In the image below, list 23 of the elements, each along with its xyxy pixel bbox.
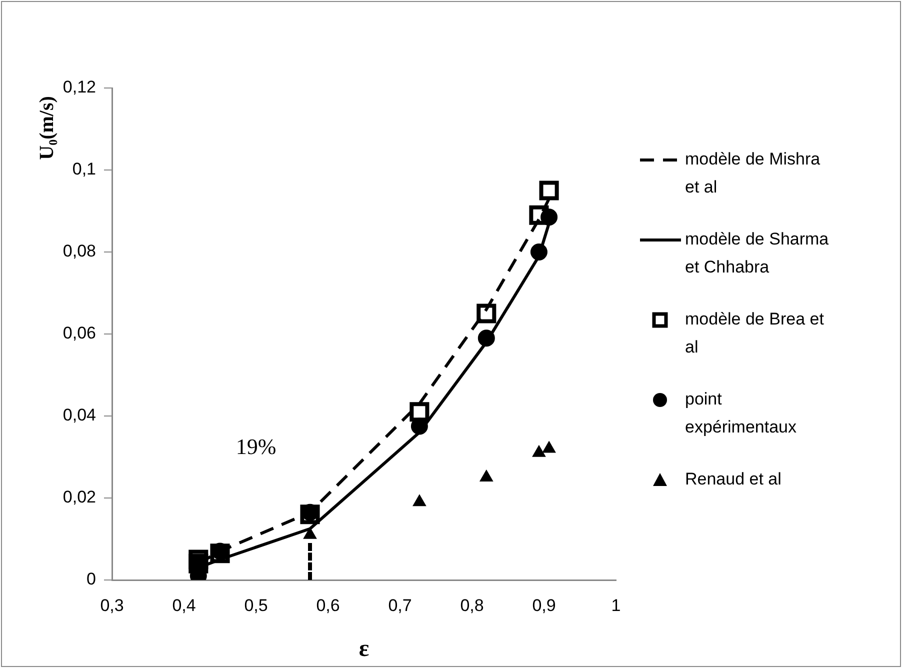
legend-label: point expérimentaux [685, 390, 798, 437]
legend-label: modèle de Brea et al [685, 310, 824, 357]
y-tick-label: 0,04 [62, 406, 96, 425]
annotation: 19% [236, 434, 276, 459]
y-axis-title: U₀(m/s) [36, 96, 58, 160]
y-tick-label: 0,08 [62, 242, 96, 261]
y-tick-label: 0 [86, 570, 96, 589]
x-tick-label: 0,4 [172, 596, 196, 615]
y-tick-label: 0,1 [72, 160, 96, 179]
y-tick-label: 0,02 [62, 488, 96, 507]
x-tick-label: 0,8 [460, 596, 484, 615]
legend-label: Renaud et al [685, 470, 782, 489]
x-tick-label: 0,5 [244, 596, 268, 615]
x-tick-label: 0,6 [316, 596, 340, 615]
legend-label: modèle de Mishra et al [685, 150, 821, 197]
y-tick-label: 0,06 [62, 324, 96, 343]
x-tick-label: 0,9 [532, 596, 556, 615]
x-tick-label: 0,7 [388, 596, 412, 615]
legend-label: modèle de Sharma et Chhabra [685, 230, 830, 277]
y-tick-label: 0,12 [62, 78, 96, 97]
x-axis-title: ε [358, 636, 370, 662]
x-tick-label: 0,3 [100, 596, 124, 615]
x-tick-label: 1 [611, 596, 621, 615]
